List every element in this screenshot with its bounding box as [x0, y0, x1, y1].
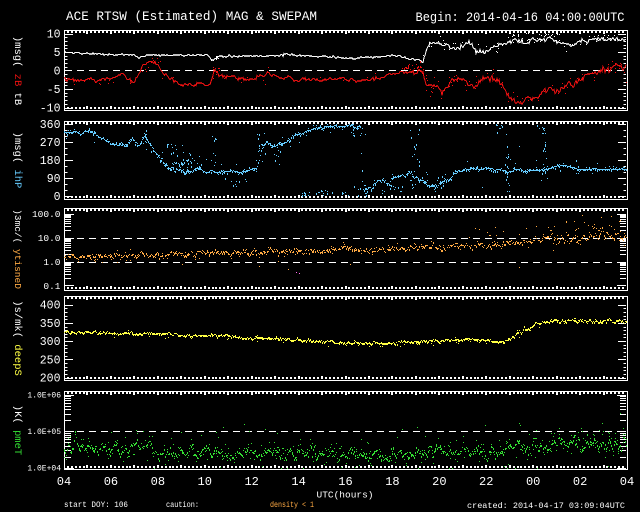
svg-text:100.0: 100.0	[32, 209, 61, 220]
svg-text:1.0E+05: 1.0E+05	[27, 428, 61, 437]
svg-text:400: 400	[40, 300, 61, 313]
svg-text:0: 0	[54, 191, 61, 204]
svg-text:18: 18	[385, 475, 399, 489]
svg-text:02: 02	[573, 475, 587, 489]
svg-text:350: 350	[40, 318, 61, 331]
svg-text:08: 08	[151, 475, 165, 489]
svg-text:-10: -10	[40, 103, 61, 116]
svg-text:-5: -5	[47, 84, 61, 97]
svg-text:UTC(hours): UTC(hours)	[317, 490, 374, 501]
svg-text:5: 5	[54, 47, 61, 60]
svg-text:10: 10	[47, 29, 61, 42]
svg-text:)K( pmeT: )K( pmeT	[11, 405, 23, 455]
svg-text:180: 180	[40, 155, 61, 168]
svg-text:created: 2014-04-17 03:09:04UT: created: 2014-04-17 03:09:04UTC	[467, 501, 625, 511]
svg-text:10: 10	[198, 475, 212, 489]
svg-text:00: 00	[526, 475, 540, 489]
svg-text:0.1: 0.1	[43, 281, 60, 292]
svg-text:200: 200	[40, 373, 61, 386]
svg-text:16: 16	[338, 475, 352, 489]
svg-text:20: 20	[432, 475, 446, 489]
svg-text:06: 06	[104, 475, 118, 489]
svg-text:)msg( zB tB: )msg( zB tB	[11, 36, 23, 105]
svg-text:360: 360	[40, 119, 61, 132]
svg-text:density < 1: density < 1	[270, 501, 314, 510]
svg-text:1.0E+06: 1.0E+06	[27, 392, 61, 401]
svg-text:22: 22	[479, 475, 493, 489]
svg-text:ACE RTSW (Estimated) MAG & SWE: ACE RTSW (Estimated) MAG & SWEPAM	[66, 10, 317, 24]
svg-text:04: 04	[620, 475, 634, 489]
svg-text:start DOY: 106: start DOY: 106	[64, 501, 128, 510]
svg-text:)msg( ihP: )msg( ihP	[11, 132, 23, 189]
svg-text:0: 0	[54, 66, 61, 79]
svg-text:250: 250	[40, 354, 61, 367]
svg-text:270: 270	[40, 137, 61, 150]
svg-text:)s/mk( deepS: )s/mk( deepS	[11, 300, 23, 376]
svg-text:300: 300	[40, 336, 61, 349]
svg-text:Begin: 2014-04-16 04:00:00UTC: Begin: 2014-04-16 04:00:00UTC	[416, 11, 625, 25]
svg-text:)3mc/( ytisneD: )3mc/( ytisneD	[12, 209, 23, 289]
svg-text:10.0: 10.0	[38, 233, 61, 244]
svg-text:caution:: caution:	[166, 501, 199, 510]
svg-text:1.0: 1.0	[43, 257, 60, 268]
svg-text:90: 90	[47, 173, 61, 186]
svg-text:14: 14	[291, 475, 305, 489]
svg-text:12: 12	[244, 475, 258, 489]
svg-text:04: 04	[57, 475, 71, 489]
svg-text:1.0E+04: 1.0E+04	[27, 465, 61, 474]
